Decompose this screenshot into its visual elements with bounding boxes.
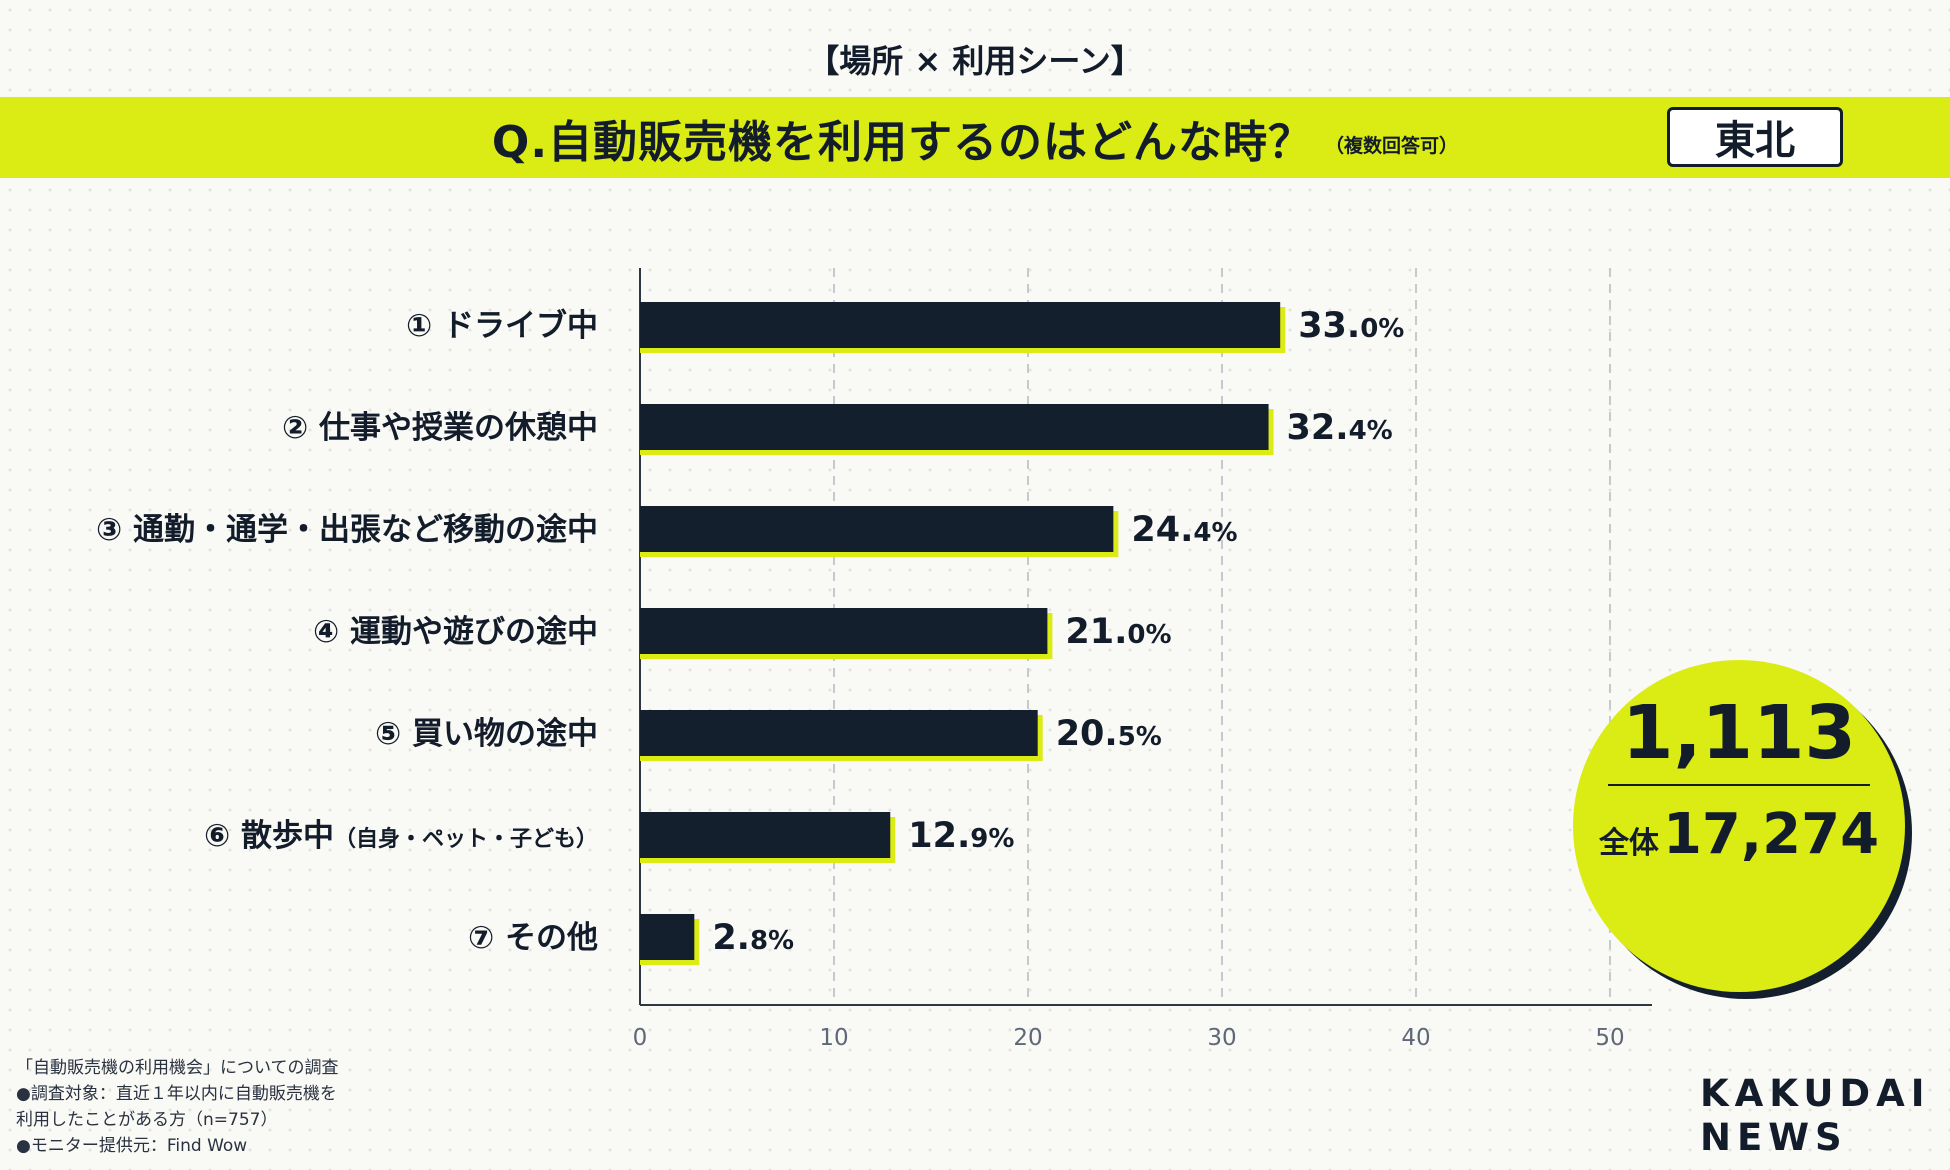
category-label: ⑦ その他	[468, 920, 598, 956]
sample-n: 1,113	[1621, 690, 1857, 776]
sample-divider	[1608, 784, 1870, 786]
footnote-line: ●モニター提供元：Find Wow	[16, 1136, 248, 1156]
footnote-line: 利用したことがある方（n=757）	[16, 1110, 278, 1130]
data-label: 2.8%	[712, 918, 794, 958]
x-tick-label: 10	[819, 1025, 848, 1051]
category-label: ② 仕事や授業の休憩中	[282, 410, 598, 446]
sample-size-badge: 1,113 全体 17,274	[1573, 660, 1905, 992]
question-note: （複数回答可）	[1325, 135, 1459, 157]
bar	[640, 302, 1281, 348]
bar	[640, 404, 1269, 450]
question-banner: Q.自動販売機を利用するのはどんな時？ （複数回答可） 東北	[0, 97, 1950, 178]
bar	[640, 506, 1114, 552]
x-tick-label: 20	[1013, 1025, 1042, 1051]
question-text: Q.自動販売機を利用するのはどんな時？	[491, 116, 1314, 168]
bar	[640, 914, 695, 960]
data-label: 20.5%	[1056, 714, 1162, 754]
data-label: 32.4%	[1287, 408, 1393, 448]
category-label: ① ドライブ中	[406, 308, 598, 344]
data-label: 12.9%	[908, 816, 1014, 856]
x-tick-label: 50	[1595, 1025, 1624, 1051]
data-label: 21.0%	[1065, 612, 1171, 652]
region-badge: 東北	[1667, 107, 1843, 167]
chart-subtitle: 【場所 × 利用シーン】	[807, 42, 1143, 80]
bar	[640, 608, 1048, 654]
category-label: ⑤ 買い物の途中	[375, 716, 598, 752]
survey-footnote: 「自動販売機の利用機会」についての調査 ●調査対象：直近１年以内に自動販売機を …	[16, 1055, 339, 1159]
x-tick-label: 30	[1207, 1025, 1236, 1051]
kakudai-news-logo: KAKUDAI NEWS	[1700, 1072, 1931, 1160]
sample-total-value: 17,274	[1662, 802, 1880, 867]
x-tick-label: 0	[633, 1025, 648, 1051]
footnote-line: ●調査対象：直近１年以内に自動販売機を	[16, 1084, 337, 1104]
logo-line-2: NEWS	[1700, 1116, 1848, 1159]
logo-line-1: KAKUDAI	[1700, 1072, 1931, 1115]
x-tick-label: 40	[1401, 1025, 1430, 1051]
footnote-line: 「自動販売機の利用機会」についての調査	[16, 1058, 339, 1078]
question-title: Q.自動販売機を利用するのはどんな時？ （複数回答可）	[0, 97, 1950, 178]
bar	[640, 812, 891, 858]
bar	[640, 710, 1038, 756]
sample-total: 全体 17,274	[1573, 802, 1905, 867]
data-label: 33.0%	[1298, 306, 1404, 346]
category-label: ④ 運動や遊びの途中	[313, 614, 598, 650]
category-label: ③ 通勤・通学・出張など移動の途中	[96, 512, 598, 548]
category-label: ⑥ 散歩中（自身・ペット・子ども）	[204, 818, 598, 854]
sample-total-label: 全体	[1598, 826, 1659, 861]
